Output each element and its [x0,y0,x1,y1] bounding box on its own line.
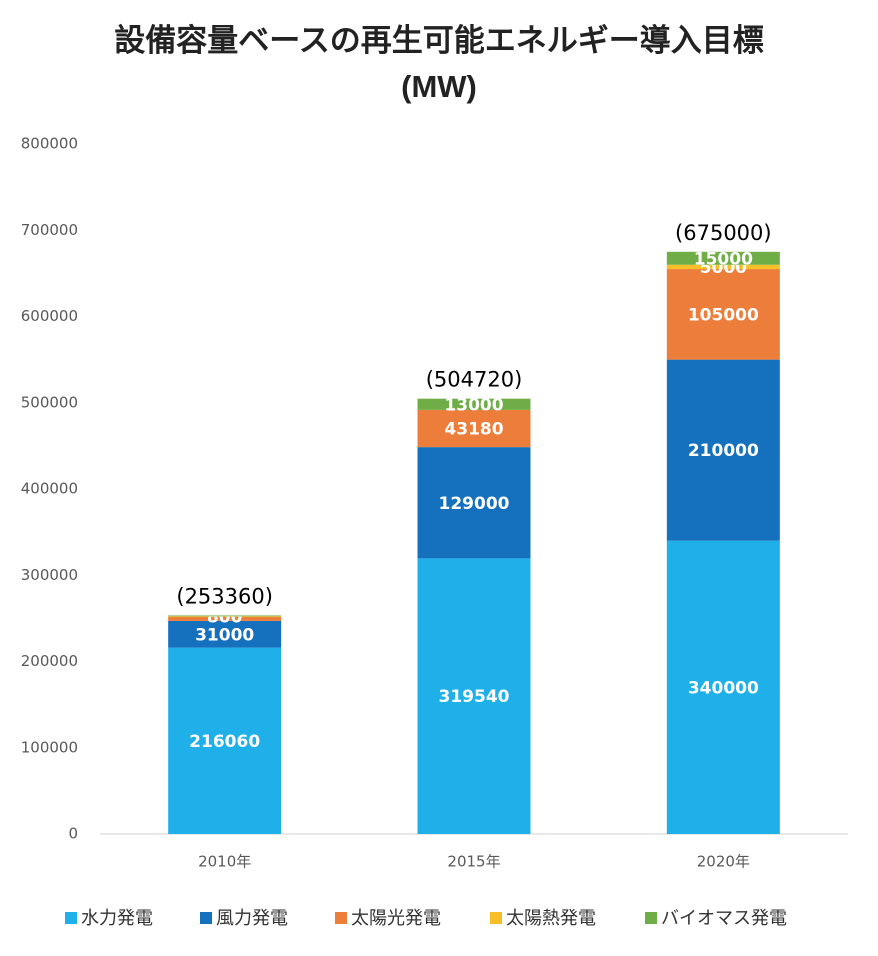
y-tick-label: 700000 [21,221,78,239]
y-tick-label: 400000 [21,480,78,498]
legend-swatch [200,912,212,924]
legend-label: 水力発電 [81,908,153,929]
legend-label: 風力発電 [216,908,288,929]
bar-segment [168,647,282,834]
data-label: 216060 [189,732,260,752]
data-label: 210000 [688,441,759,461]
x-tick-label: 2015年 [447,853,500,871]
bar-segment [666,251,780,265]
data-label: 43180 [444,420,503,440]
bar-segment [417,398,531,410]
y-tick-label: 800000 [21,135,78,153]
bar-segment [417,409,531,448]
bar-segment [168,617,282,621]
data-label: 129000 [439,494,510,514]
data-label: 340000 [688,678,759,698]
legend-label: バイオマス発電 [661,908,787,929]
total-label: (504720) [426,368,523,392]
data-label: 13000 [444,395,503,415]
bar-segment [168,615,282,617]
bar-segment [666,269,780,360]
bar-segment [168,616,282,618]
legend-swatch [490,912,502,924]
legend-swatch [335,912,347,924]
y-tick-label: 100000 [21,738,78,756]
x-tick-label: 2010年 [198,853,251,871]
chart-title: 設備容量ベースの再生可能エネルギー導入目標(MW) [114,23,764,104]
legend-swatch [65,912,77,924]
legend-label: 太陽熱発電 [506,908,596,929]
legend-label: 太陽光発電 [351,908,441,929]
data-label: 105000 [688,305,759,325]
data-label: 15000 [694,249,753,269]
bar-segment [666,540,780,834]
y-tick-label: 500000 [21,393,78,411]
total-label: (675000) [675,221,772,245]
data-label: 800 [207,608,243,628]
y-tick-label: 300000 [21,566,78,584]
bar-segment [168,620,282,648]
y-tick-label: 600000 [21,307,78,325]
bar-segment [417,447,531,559]
y-tick-label: 0 [68,825,78,843]
data-label: 319540 [439,687,510,707]
legend-swatch [645,912,657,924]
total-label: (253360) [176,584,273,608]
bar-segment [417,558,531,834]
x-tick-label: 2020年 [697,853,750,871]
y-tick-label: 200000 [21,652,78,670]
bar-segment [666,359,780,541]
data-label: 31000 [195,625,254,645]
bar-segment [666,264,780,270]
